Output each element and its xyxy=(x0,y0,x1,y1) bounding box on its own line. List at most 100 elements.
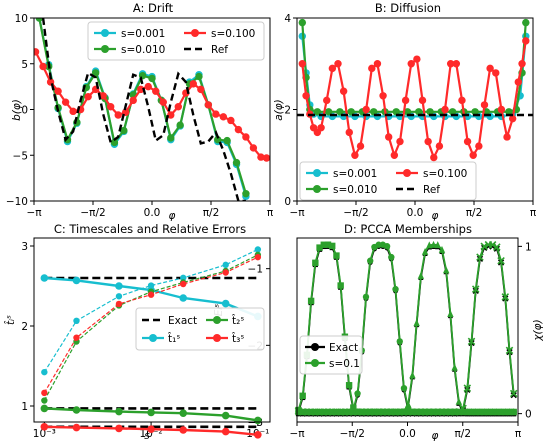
data-point xyxy=(115,424,123,433)
membership-marker xyxy=(333,252,340,259)
y-tick-label: 3 xyxy=(21,241,28,253)
data-point xyxy=(324,108,333,116)
legend-marker xyxy=(101,29,109,37)
error-point xyxy=(73,334,80,341)
data-point xyxy=(214,135,222,144)
membership-marker xyxy=(337,282,344,289)
membership-marker xyxy=(510,391,517,399)
legend-marker xyxy=(191,29,199,37)
panel-a: A: Drift b(φ) φ −π −π/2 0.0 π/2 π −10 −5 0 5 10 s… xyxy=(6,1,274,222)
legend-label: s=0.100 xyxy=(211,28,255,40)
panel-b-title: B: Diffusion xyxy=(375,1,441,15)
data-point xyxy=(147,425,155,434)
panel-d-legend: Exact s=0.1 xyxy=(299,335,363,375)
x-tick-label: −π/2 xyxy=(340,428,365,440)
series-layer xyxy=(34,18,270,201)
membership-marker xyxy=(489,408,496,416)
membership-marker xyxy=(396,338,403,345)
panel-a-frame xyxy=(33,17,271,202)
data-point xyxy=(219,113,228,121)
data-point xyxy=(262,154,270,162)
membership-marker xyxy=(472,408,479,416)
data-point xyxy=(413,55,421,63)
membership-marker xyxy=(506,408,513,416)
x-tick-label: −π/2 xyxy=(80,207,105,219)
data-point xyxy=(167,134,175,142)
membership-marker xyxy=(471,285,480,293)
legend-marker xyxy=(403,169,411,177)
panel-d-title: D: PCCA Memberships xyxy=(344,222,472,236)
legend-box xyxy=(87,21,265,61)
legend-marker xyxy=(311,359,319,367)
data-point xyxy=(298,60,307,68)
data-point xyxy=(497,105,506,114)
data-point xyxy=(232,158,241,167)
data-point xyxy=(458,96,466,105)
data-point xyxy=(147,408,155,417)
y-tick-label: 0 xyxy=(21,105,28,117)
data-point xyxy=(254,431,262,439)
y-tick-label: 2 xyxy=(21,321,28,333)
y-tick-label: −10 xyxy=(6,196,28,208)
y-tick-label: 2 xyxy=(284,105,291,117)
membership-marker xyxy=(329,242,336,250)
panel-a-title: A: Drift xyxy=(133,1,174,15)
data-point xyxy=(221,427,230,436)
membership-marker xyxy=(405,400,412,408)
panel-b-plot: −π −π/2 0.0 π/2 π 0 2 4 xyxy=(284,13,537,219)
data-point xyxy=(242,189,250,198)
x-tick-label: π/2 xyxy=(203,207,220,219)
data-point xyxy=(40,274,49,282)
membership-marker xyxy=(497,256,505,265)
legend-label: t̂₃ˢ xyxy=(231,332,244,345)
legend-marker xyxy=(313,185,321,193)
data-point xyxy=(471,108,479,116)
panel-b-xlabel: φ xyxy=(432,210,439,222)
x-tick-label: 0.0 xyxy=(144,207,161,219)
membership-marker xyxy=(316,244,323,251)
data-point xyxy=(254,416,262,425)
data-point xyxy=(390,151,399,159)
error-point xyxy=(222,269,229,276)
panel-b-ylabel: a(φ) xyxy=(273,99,285,121)
x-tick-label: π xyxy=(267,207,274,219)
legend-label: t̂₁ˢ xyxy=(167,332,180,345)
legend-label: s=0.001 xyxy=(333,168,377,180)
data-point xyxy=(129,96,137,105)
membership-marker xyxy=(505,346,514,355)
series-layer xyxy=(297,18,533,162)
data-point xyxy=(503,133,511,141)
y-tick-label: 1 xyxy=(21,401,28,413)
membership-marker xyxy=(320,241,327,248)
data-point xyxy=(148,74,156,83)
x-tick-label: 10⁻³ xyxy=(33,428,56,440)
data-point xyxy=(221,411,230,420)
y-tick-label-right: −1 xyxy=(248,264,263,276)
data-point xyxy=(441,105,449,114)
data-point xyxy=(242,133,250,141)
x-tick-label: π/2 xyxy=(454,428,471,440)
data-point xyxy=(69,107,77,116)
x-tick-label: 10⁻² xyxy=(140,428,163,440)
membership-marker xyxy=(400,384,408,392)
legend-label: s=0.010 xyxy=(121,44,165,56)
panel-d-ylabel: χ(φ) xyxy=(532,319,544,341)
panel-d-plot: −π −π/2 0.0 π/2 π0 1 xyxy=(289,240,532,440)
data-point xyxy=(115,407,123,416)
membership-marker xyxy=(430,240,437,248)
error-point xyxy=(41,397,48,404)
data-point xyxy=(403,108,412,116)
data-point xyxy=(61,98,70,106)
data-point xyxy=(345,128,353,137)
data-point xyxy=(40,423,49,431)
membership-marker xyxy=(459,407,467,415)
y-tick-label: 10 xyxy=(15,13,28,25)
data-point xyxy=(430,153,438,162)
data-point xyxy=(508,114,517,123)
data-point xyxy=(336,108,344,116)
data-point xyxy=(469,151,477,159)
membership-marker xyxy=(307,297,315,305)
x-tick-label: π xyxy=(515,428,522,440)
data-point xyxy=(176,121,184,129)
